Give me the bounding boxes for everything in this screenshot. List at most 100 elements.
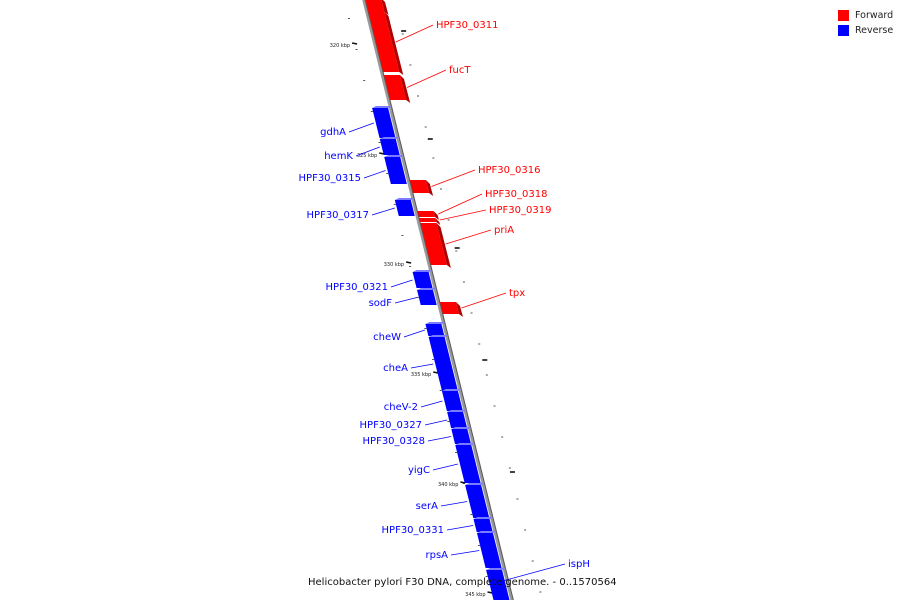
legend-label-reverse: Reverse (855, 25, 894, 36)
legend-item-forward: Forward (838, 8, 893, 23)
minor-tick (470, 514, 473, 515)
gene-block-serA (465, 483, 490, 518)
minor-tick (439, 188, 442, 190)
minor-tick (417, 95, 420, 97)
label-leader (427, 436, 452, 442)
scale-ticks: 320 kbp 325 kbp 330 kbp 335 kbp 340 kbp 345 k… (330, 18, 542, 598)
minor-tick (363, 80, 366, 81)
gene-label-cheV-2: cheV-2 (384, 402, 418, 413)
gene-block-side (451, 427, 472, 429)
minor-tick (393, 204, 396, 205)
gene-block-side (433, 211, 440, 220)
gene-block-side (381, 0, 389, 15)
gene-label-HPF30_0317: HPF30_0317 (307, 210, 369, 221)
tick-label: 345 kbp (465, 592, 485, 598)
gene-block-face (473, 519, 493, 532)
label-leader (439, 209, 487, 221)
gene-label-HPF30_0331: HPF30_0331 (382, 525, 444, 536)
minor-tick (409, 64, 412, 66)
label-leader (487, 563, 566, 586)
gene-block-side (372, 106, 393, 108)
gene-block-ispH (486, 568, 510, 600)
gene-block-side (394, 198, 415, 200)
label-leader (355, 146, 380, 157)
gene-block-side (455, 443, 476, 445)
gene-block-side (384, 155, 405, 157)
gene-block-side (435, 218, 441, 225)
gene-block-side (465, 483, 486, 485)
minor-tick (409, 266, 412, 267)
gene-block-HPF30_0318 (417, 211, 440, 220)
gene-label-cheA: cheA (383, 363, 408, 374)
label-leader (461, 292, 507, 309)
minor-tick (516, 498, 519, 500)
gene-block-side (486, 568, 507, 570)
label-leader (438, 193, 483, 215)
gene-block-side (428, 335, 449, 337)
gene-label-HPF30_0319: HPF30_0319 (489, 205, 551, 216)
label-leader (390, 279, 413, 288)
label-leader (420, 400, 443, 408)
tick-label: 340 kbp (438, 482, 458, 488)
gene-label-HPF30_0321: HPF30_0321 (326, 282, 388, 293)
gene-block-face (428, 337, 458, 391)
gene-label-sodF: sodF (369, 298, 393, 309)
minor-tick (531, 560, 534, 562)
gene-block-fucT (383, 75, 411, 103)
minor-tick (401, 235, 404, 236)
gene-block-HPF30_0311 (368, 12, 404, 75)
gene-label-tpx: tpx (509, 288, 525, 299)
gene-block-gdhA (372, 106, 396, 138)
minor-tick (432, 359, 435, 360)
label-leader (371, 207, 395, 216)
minor-tick (401, 33, 404, 35)
gene-block-face (409, 180, 430, 193)
label-leader (406, 69, 447, 88)
gene-block-side (476, 531, 497, 533)
gene-block-cheW (425, 322, 446, 336)
gene-block-face (455, 445, 481, 483)
minor-tick (501, 436, 504, 438)
minor-tick (508, 467, 511, 469)
gene-label-HPF30_0327: HPF30_0327 (360, 420, 422, 431)
gene-block-side (417, 288, 438, 290)
reverse-swatch (838, 25, 849, 36)
gene-label-rpsA: rpsA (425, 550, 448, 561)
gene-label-hemK: hemK (324, 151, 353, 162)
gene-block-face (365, 0, 385, 12)
gene-block-side (455, 302, 463, 317)
gene-label-HPF30_0315: HPF30_0315 (299, 173, 361, 184)
major-tick (433, 371, 439, 374)
label-leader (424, 419, 448, 426)
gene-block-HPF30_0327 (447, 410, 468, 428)
minor-tick (539, 591, 542, 593)
minor-tick (378, 142, 381, 143)
label-leader (363, 170, 386, 179)
backbone-shadow (364, 0, 514, 600)
minor-tick (462, 483, 465, 484)
backbone-line (362, 0, 513, 600)
gene-block-side (441, 389, 462, 391)
minor-tick (485, 576, 488, 577)
major-tick (405, 261, 412, 264)
gene-block-face (417, 211, 436, 217)
gene-block-HPF30_0328 (451, 427, 472, 444)
gene-block-cheV-2 (441, 389, 463, 411)
gene-block-side (473, 517, 494, 519)
gene-label-serA: serA (416, 501, 438, 512)
minor-tick (432, 157, 435, 159)
label-leader (394, 297, 417, 304)
gene-block-HPF30_0315 (384, 155, 407, 184)
minor-tick (524, 529, 527, 531)
major-tick (460, 481, 466, 484)
gene-block-HPF30_0321 (412, 270, 433, 288)
minor-tick (477, 545, 480, 546)
gene-block-face (465, 485, 490, 518)
label-leader (431, 169, 476, 187)
gene-block-cheA (428, 335, 458, 391)
gene-block-side (425, 180, 434, 196)
gene-block-face (486, 570, 510, 600)
label-leader (432, 463, 459, 471)
minor-tick (386, 173, 389, 174)
